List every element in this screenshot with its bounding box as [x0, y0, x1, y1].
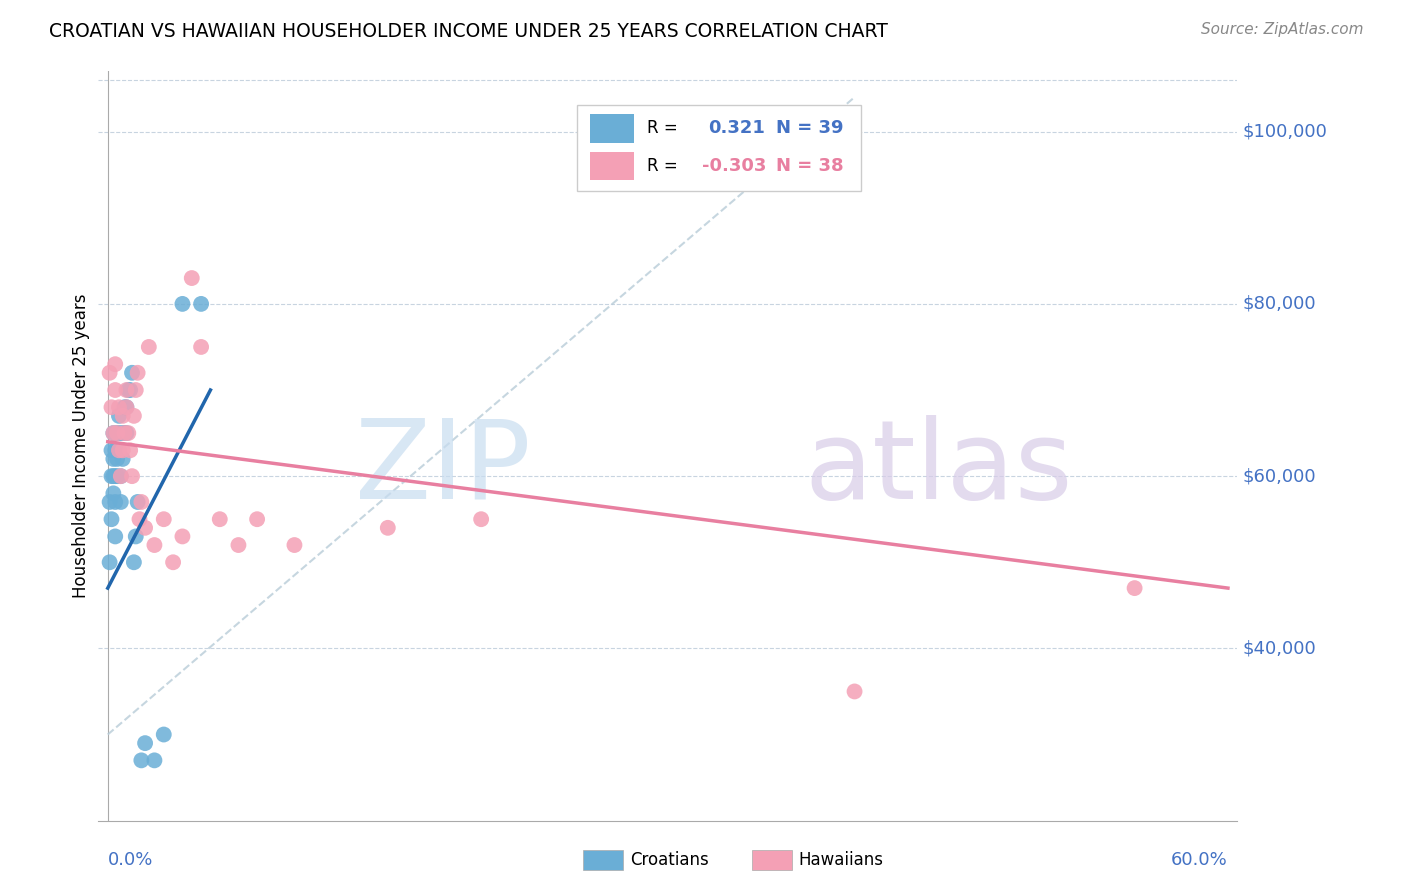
- Point: [108, 443, 131, 458]
- Point: [104, 495, 127, 509]
- Point: [470, 512, 492, 526]
- Point: [172, 297, 194, 311]
- Point: [115, 401, 138, 415]
- FancyBboxPatch shape: [576, 105, 862, 191]
- Point: [114, 426, 136, 441]
- Point: [104, 529, 127, 543]
- Point: [108, 426, 131, 441]
- Point: [120, 383, 142, 397]
- Point: [108, 409, 131, 423]
- Text: -0.303: -0.303: [702, 157, 766, 175]
- FancyBboxPatch shape: [591, 114, 634, 143]
- Point: [127, 495, 149, 509]
- Point: [283, 538, 305, 552]
- Point: [128, 512, 150, 526]
- Point: [246, 512, 269, 526]
- Point: [100, 469, 122, 483]
- Point: [121, 366, 143, 380]
- Point: [114, 401, 136, 415]
- Point: [100, 443, 122, 458]
- Point: [114, 426, 136, 441]
- Point: [108, 401, 131, 415]
- Text: N = 39: N = 39: [776, 119, 844, 136]
- Text: $60,000: $60,000: [1243, 467, 1316, 485]
- FancyBboxPatch shape: [591, 152, 634, 180]
- Point: [122, 555, 145, 569]
- Point: [138, 340, 160, 354]
- Point: [125, 383, 148, 397]
- Text: N = 38: N = 38: [776, 157, 844, 175]
- Point: [120, 443, 142, 458]
- Point: [98, 495, 121, 509]
- Text: ZIP: ZIP: [356, 415, 531, 522]
- Point: [117, 426, 139, 441]
- Point: [111, 409, 134, 423]
- Text: Source: ZipAtlas.com: Source: ZipAtlas.com: [1201, 22, 1364, 37]
- Point: [108, 443, 131, 458]
- Point: [104, 469, 127, 483]
- Point: [172, 529, 194, 543]
- Point: [152, 512, 174, 526]
- Point: [134, 736, 156, 750]
- Point: [100, 512, 122, 526]
- Point: [121, 469, 143, 483]
- Point: [115, 426, 138, 441]
- Point: [143, 753, 166, 767]
- Point: [228, 538, 250, 552]
- Point: [103, 486, 125, 500]
- Point: [180, 271, 202, 285]
- Point: [190, 297, 212, 311]
- Point: [105, 426, 128, 441]
- Text: $40,000: $40,000: [1243, 640, 1316, 657]
- Point: [98, 366, 121, 380]
- Point: [103, 426, 125, 441]
- Point: [103, 469, 125, 483]
- Point: [104, 443, 127, 458]
- Text: R =: R =: [647, 157, 678, 175]
- Point: [162, 555, 184, 569]
- Point: [190, 340, 212, 354]
- Point: [103, 426, 125, 441]
- Point: [110, 469, 132, 483]
- Text: 0.321: 0.321: [707, 119, 765, 136]
- Point: [143, 538, 166, 552]
- Point: [134, 521, 156, 535]
- Point: [98, 555, 121, 569]
- Point: [377, 521, 399, 535]
- Text: $80,000: $80,000: [1243, 295, 1316, 313]
- Point: [127, 366, 149, 380]
- Point: [104, 383, 127, 397]
- Text: atlas: atlas: [804, 415, 1073, 522]
- Point: [100, 401, 122, 415]
- Point: [152, 727, 174, 741]
- Text: CROATIAN VS HAWAIIAN HOUSEHOLDER INCOME UNDER 25 YEARS CORRELATION CHART: CROATIAN VS HAWAIIAN HOUSEHOLDER INCOME …: [49, 22, 889, 41]
- Point: [104, 357, 127, 371]
- Point: [110, 495, 132, 509]
- Point: [105, 451, 128, 466]
- Text: 60.0%: 60.0%: [1171, 851, 1227, 869]
- Point: [1123, 581, 1146, 595]
- Point: [111, 426, 134, 441]
- Point: [105, 426, 128, 441]
- Point: [208, 512, 231, 526]
- Point: [110, 469, 132, 483]
- Point: [111, 451, 134, 466]
- Point: [115, 401, 138, 415]
- Point: [125, 529, 148, 543]
- Point: [111, 443, 134, 458]
- Text: R =: R =: [647, 119, 678, 136]
- Point: [131, 495, 153, 509]
- Text: Croatians: Croatians: [630, 851, 709, 869]
- Text: Hawaiians: Hawaiians: [799, 851, 883, 869]
- Y-axis label: Householder Income Under 25 years: Householder Income Under 25 years: [72, 293, 90, 599]
- Point: [122, 409, 145, 423]
- Point: [844, 684, 866, 698]
- Point: [115, 383, 138, 397]
- Point: [117, 383, 139, 397]
- Point: [105, 469, 128, 483]
- Text: 0.0%: 0.0%: [108, 851, 153, 869]
- Point: [103, 451, 125, 466]
- Point: [131, 753, 153, 767]
- Text: $100,000: $100,000: [1243, 122, 1327, 141]
